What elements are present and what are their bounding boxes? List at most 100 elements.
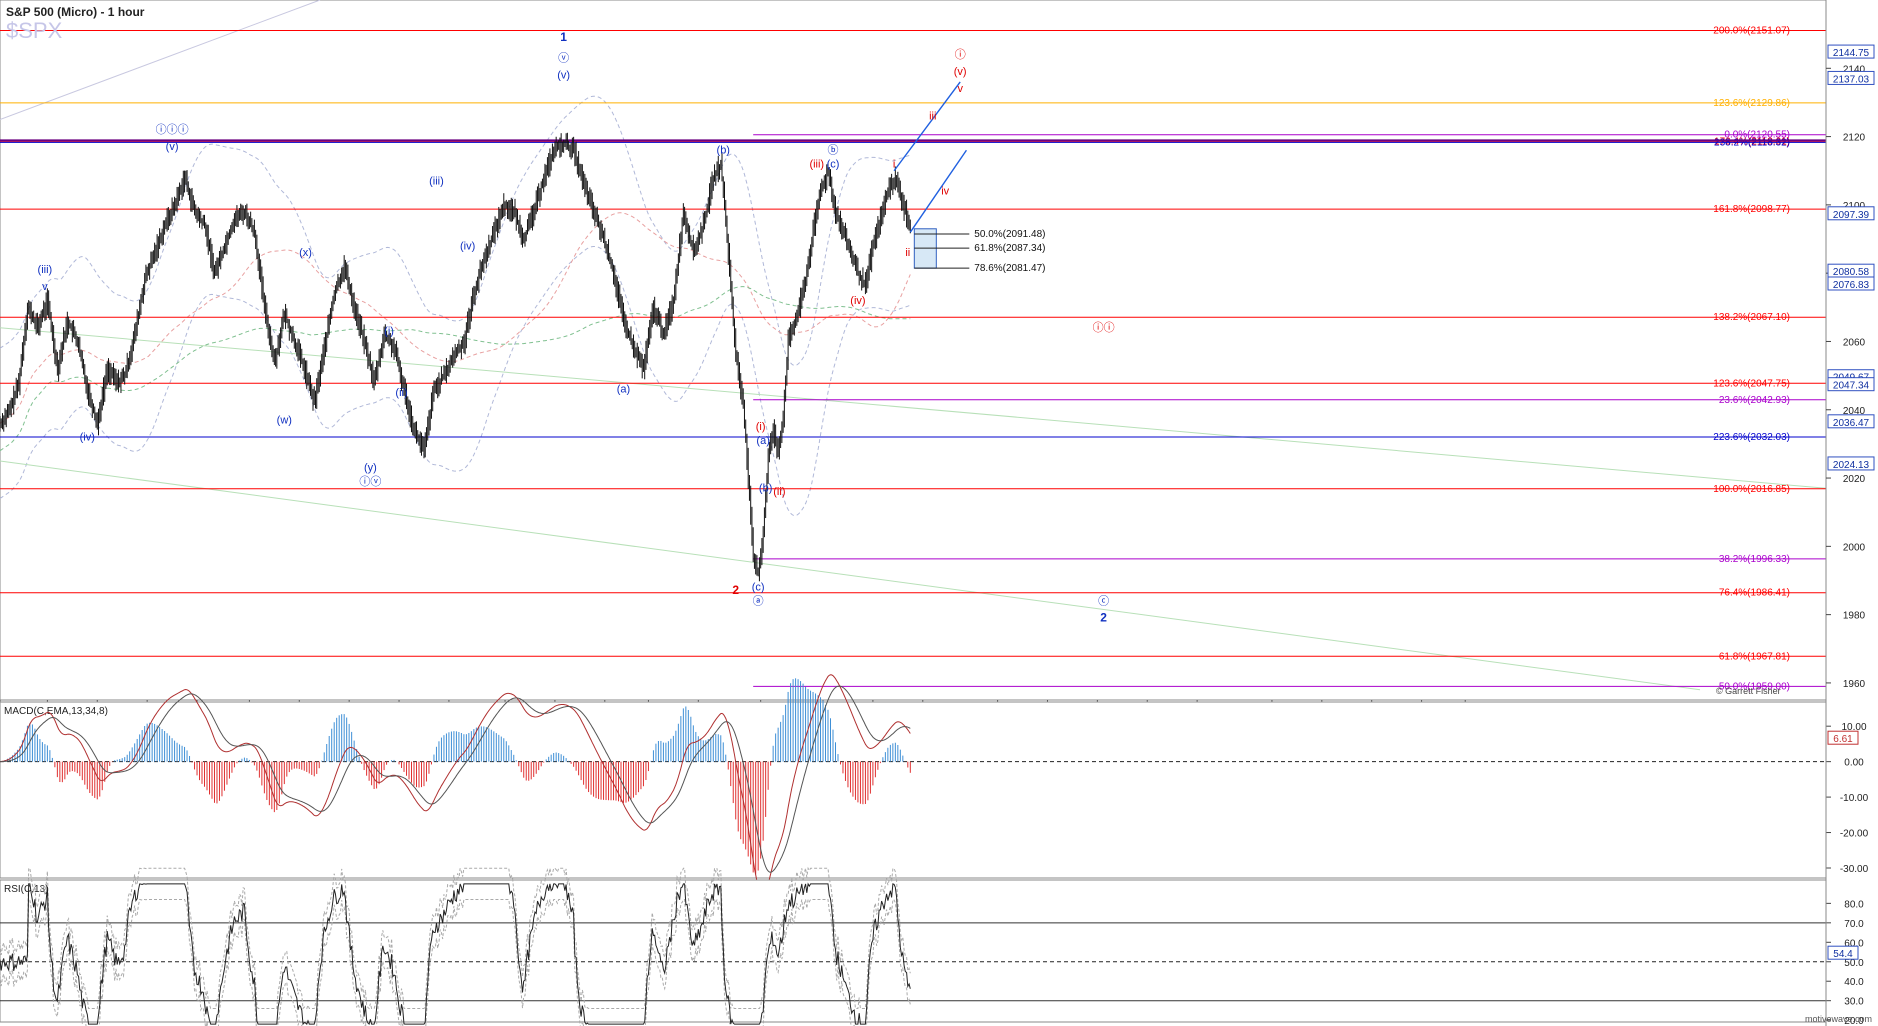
macd-y-label: -20.00 xyxy=(1840,829,1869,840)
brand-footer: motivewave.com xyxy=(1805,1014,1872,1024)
price-tag-label: 2080.58 xyxy=(1833,267,1870,278)
fib-label: 123.6%(2047.75) xyxy=(1713,378,1790,389)
y-tick-label: 2140 xyxy=(1843,64,1866,75)
wave-label: (v) xyxy=(166,141,179,153)
y-tick-label: 1960 xyxy=(1843,679,1866,690)
retrace-label: 61.8%(2087.34) xyxy=(974,243,1045,254)
ma-green xyxy=(0,286,911,452)
wave-label: (a) xyxy=(756,435,769,447)
wave-label: (iii) xyxy=(809,158,824,170)
symbol-watermark: $SPX xyxy=(6,18,63,43)
macd-y-label: 10.00 xyxy=(1841,722,1866,733)
price-tag-label: 2137.03 xyxy=(1833,74,1870,85)
wave-label: (c) xyxy=(752,582,765,594)
rsi-y-label: 70.0 xyxy=(1844,919,1864,930)
rsi-y-label: 60.0 xyxy=(1844,938,1864,949)
wave-label: iv xyxy=(941,186,949,198)
price-frame xyxy=(0,0,1827,701)
fib-label: 61.8%(1967.81) xyxy=(1719,651,1790,662)
macd-signal xyxy=(0,685,911,873)
rsi-frame xyxy=(0,879,1827,1023)
macd-last-value: 6.61 xyxy=(1833,734,1853,745)
retrace-label: 78.6%(2081.47) xyxy=(974,263,1045,274)
projection-line-2 xyxy=(909,149,968,233)
wave-label: (iii) xyxy=(429,175,444,187)
wave-label: i xyxy=(893,158,895,170)
wave-label: ⓑ xyxy=(827,144,838,157)
wave-label: 2 xyxy=(1100,610,1107,624)
wave-label: 2 xyxy=(732,583,739,597)
wave-label: ⓘⓥ xyxy=(359,475,381,488)
wave-label: (v) xyxy=(954,66,967,78)
macd-frame xyxy=(0,701,1827,879)
rsi-y-label: 80.0 xyxy=(1844,899,1864,910)
rsi-y-label: 20.0 xyxy=(1844,1016,1864,1026)
y-tick-label: 2020 xyxy=(1843,474,1866,485)
wave-label: (ii) xyxy=(773,486,785,498)
macd-panel[interactable]: MACD(C,EMA,13,34,8) -30.00 -20.00 -10.00 0.0… xyxy=(0,674,1869,896)
macd-last-tag xyxy=(1827,730,1859,745)
copyright: © Garrett Fisher xyxy=(1716,686,1781,696)
price-tag-label: 2097.39 xyxy=(1833,210,1870,221)
price-tag-label: 2024.13 xyxy=(1833,460,1870,471)
macd-y-label: -30.00 xyxy=(1840,864,1869,875)
fib-label: 138.2%(2067.10) xyxy=(1713,312,1790,323)
rsi-panel[interactable]: RSI(C,13) 20.0 30.0 40.0 50.0 60.0 70.0 80.0 54.… xyxy=(0,866,1864,1026)
price-tag-label: 2047.34 xyxy=(1833,381,1870,392)
fib-label: 50.0%(1959.00) xyxy=(1719,681,1790,692)
fib-label: 123.6%(2129.86) xyxy=(1713,98,1790,109)
wave-label: (iv) xyxy=(850,295,865,307)
rsi-y-label: 50.0 xyxy=(1844,958,1864,969)
price-tag-label: 2036.47 xyxy=(1833,418,1870,429)
price-tag xyxy=(1827,377,1875,392)
price-tag-label: 2144.75 xyxy=(1833,48,1870,59)
fib-label: 76.4%(1986.41) xyxy=(1719,588,1790,599)
wave-label: v xyxy=(42,281,48,293)
price-tag xyxy=(1827,206,1875,221)
wave-label: ii xyxy=(905,247,910,259)
price-panel[interactable]: 200.0%(2151.07) 123.6%(2129.86) 0.0%(2120.… xyxy=(0,0,1827,717)
rsi-last-tag xyxy=(1827,945,1859,960)
wave-label: (i) xyxy=(756,421,766,433)
wave-label: v xyxy=(957,83,963,95)
macd-title: MACD(C,EMA,13,34,8) xyxy=(4,706,108,717)
price-tag-label: 2076.83 xyxy=(1833,280,1870,291)
retrace-label: 50.0%(2091.48) xyxy=(974,229,1045,240)
wave-label: (i) xyxy=(384,326,394,338)
wave-label: (iii) xyxy=(38,264,53,276)
fib-label: 0.0%(2120.55) xyxy=(1724,130,1790,141)
wave-label: (v) xyxy=(557,70,570,82)
price-tag xyxy=(1827,70,1875,85)
wave-label: (b) xyxy=(759,483,772,495)
rsi-y-label: 30.0 xyxy=(1844,997,1864,1008)
y-tick-label: 2000 xyxy=(1843,542,1866,553)
band-lower xyxy=(0,246,911,517)
chart-title: S&P 500 (Micro) - 1 hour xyxy=(6,5,145,19)
wave-label: ⓘⓘ xyxy=(1093,321,1115,334)
wave-label: (iv) xyxy=(460,240,475,252)
y-tick-label: 2120 xyxy=(1843,133,1866,144)
fib-label: 161.8%(2098.77) xyxy=(1713,204,1790,215)
trendline-2 xyxy=(0,327,1827,489)
price-tag xyxy=(1827,414,1875,429)
rsi-band-lower xyxy=(0,897,911,1026)
wave-label: (w) xyxy=(277,414,292,426)
wave-label: iii xyxy=(929,111,936,123)
projection-line xyxy=(893,81,961,172)
price-tag xyxy=(1827,276,1875,291)
rsi-line xyxy=(0,882,911,1026)
wave-label: (iv) xyxy=(80,431,95,443)
fib-label: 23.6%(2042.93) xyxy=(1719,395,1790,406)
band-upper xyxy=(0,95,911,366)
wave-label: ⓐ xyxy=(753,594,764,607)
rsi-title: RSI(C,13) xyxy=(4,884,48,895)
rsi-band-upper xyxy=(0,866,911,1010)
rsi-y-label: 40.0 xyxy=(1844,977,1864,988)
wave-label: ⓘ xyxy=(955,48,966,61)
wave-label: (c) xyxy=(827,158,840,170)
wave-label: ⓘⓘⓘ xyxy=(156,123,189,136)
fib-label: 238.2%(2118.32) xyxy=(1714,137,1790,148)
wave-label: ⓒ xyxy=(1098,594,1109,607)
price-axis: 1960198020002020204020602080210021202140… xyxy=(1825,0,1875,1026)
